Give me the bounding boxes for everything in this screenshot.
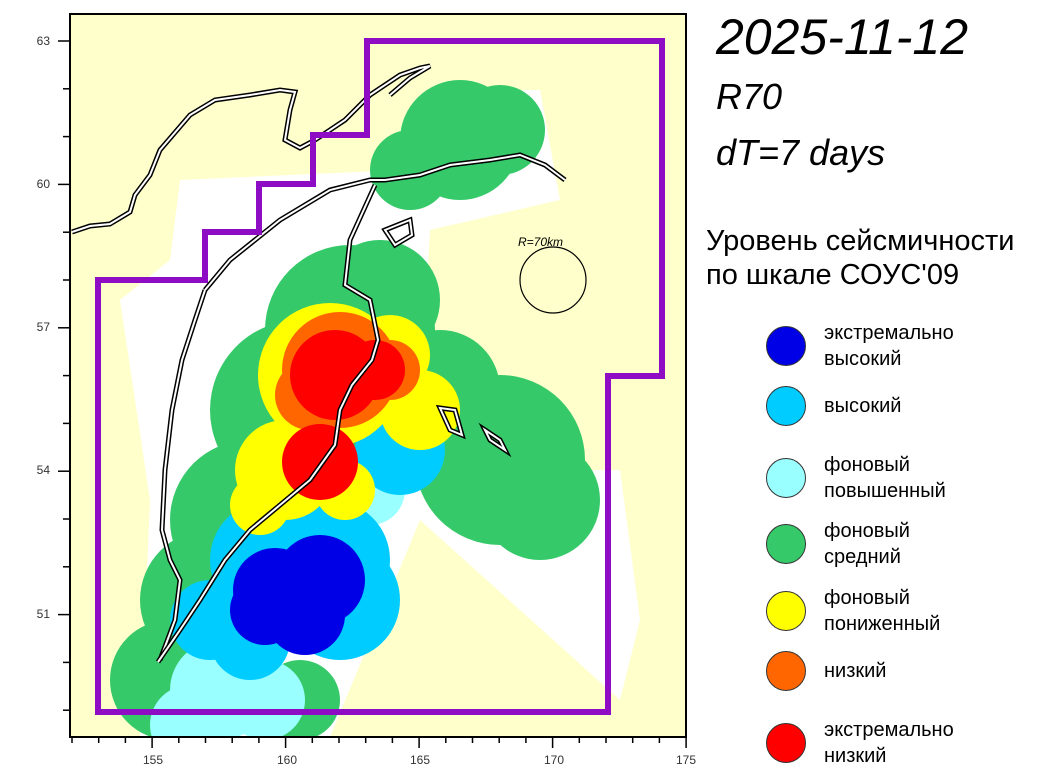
legend-label-line: фоновый <box>824 520 910 542</box>
legend-label-line: низкий <box>824 745 887 767</box>
legend-swatch <box>766 458 806 498</box>
legend-label: фоновый повышенный <box>824 452 994 504</box>
red-zone-blob <box>345 340 405 400</box>
legend-label: экстремально низкий <box>824 717 994 769</box>
legend-swatch <box>766 386 806 426</box>
legend-item: фоновый средний <box>766 518 994 570</box>
legend-item: экстремально низкий <box>766 717 994 769</box>
legend-title-line: по шкале СОУС'09 <box>706 259 960 291</box>
coast-line <box>383 218 414 247</box>
legend-item: экстремально высокий <box>766 320 994 372</box>
legend-label-line: экстремально <box>824 719 954 741</box>
legend-label: высокий <box>824 393 994 419</box>
radius-code: R70 <box>716 76 783 117</box>
legend-label-line: высокий <box>824 395 902 417</box>
legend-label: низкий <box>824 658 994 684</box>
blue-seismicity-zone <box>230 535 365 655</box>
lon-tick-label: 175 <box>676 753 696 767</box>
lon-tick-label: 170 <box>544 753 564 767</box>
coast-line <box>204 153 566 291</box>
legend-label-line: экстремально <box>824 322 954 344</box>
legend-label: экстремально высокий <box>824 320 994 372</box>
legend-label: фоновый средний <box>824 518 994 570</box>
lat-tick-label: 57 <box>37 320 51 334</box>
legend-swatch <box>766 524 806 564</box>
lat-tick-label: 54 <box>37 463 51 477</box>
date-title: 2025-11-12 <box>716 9 969 65</box>
legend-item: фоновый повышенный <box>766 452 994 504</box>
legend-swatch <box>766 591 806 631</box>
legend-label: фоновый пониженный <box>824 585 994 637</box>
lon-tick-label: 165 <box>410 753 430 767</box>
coast-line <box>71 65 431 233</box>
legend-label-line: средний <box>824 546 901 568</box>
lon-tick-label: 155 <box>143 753 163 767</box>
lat-tick-label: 51 <box>37 607 51 621</box>
radius-circle <box>519 246 587 314</box>
legend-label-line: пониженный <box>824 613 941 635</box>
green-zone-blob <box>370 130 450 210</box>
legend-item: низкий <box>766 651 994 691</box>
legend-title: Уровень сейсмичности по шкале СОУС'09 <box>706 224 1014 292</box>
red-seismicity-zone <box>282 330 405 500</box>
green-zone-blob <box>455 85 545 175</box>
time-window: dT=7 days <box>716 132 886 173</box>
lon-tick-label: 160 <box>277 753 297 767</box>
lat-tick-label: 63 <box>37 34 51 48</box>
legend-item: высокий <box>766 386 994 426</box>
legend-label-line: фоновый <box>824 587 910 609</box>
coast-line <box>159 289 206 661</box>
legend-swatch <box>766 326 806 366</box>
radius-label: R=70km <box>518 235 563 249</box>
legend-label-line: повышенный <box>824 480 946 502</box>
region-boundary <box>95 38 665 715</box>
legend-title-line: Уровень сейсмичности <box>706 225 1015 257</box>
legend-swatch <box>766 651 806 691</box>
green-zone-blob <box>480 440 600 560</box>
coast-line <box>157 184 380 663</box>
coast-line <box>438 406 464 437</box>
legend-label-line: низкий <box>824 660 887 682</box>
lat-tick-label: 60 <box>37 177 51 191</box>
coastline <box>71 63 567 664</box>
blue-zone-blob <box>265 575 345 655</box>
legend-label-line: фоновый <box>824 454 910 476</box>
coast-line <box>482 427 508 453</box>
yellow-zone-blob <box>230 475 290 535</box>
legend-item: фоновый пониженный <box>766 585 994 637</box>
legend-swatch <box>766 723 806 763</box>
legend-label-line: высокий <box>824 348 902 370</box>
